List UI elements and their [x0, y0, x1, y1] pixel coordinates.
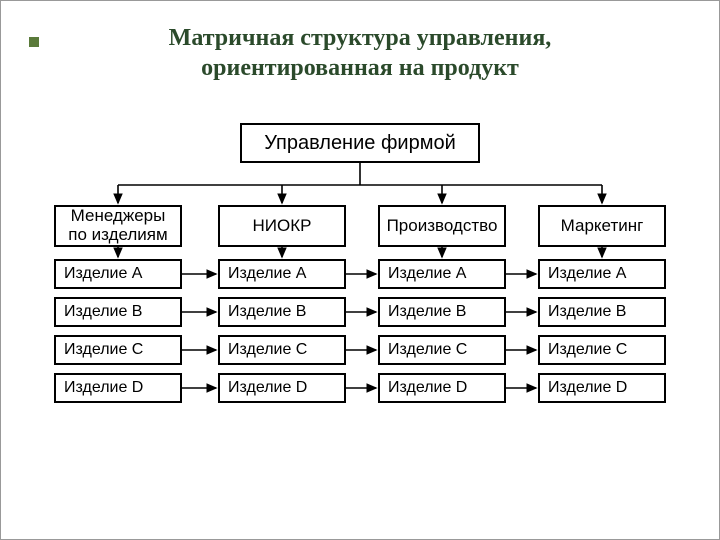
cell-1-3: Изделие B: [538, 297, 666, 327]
dept-box-3: Маркетинг: [538, 205, 666, 247]
cell-0-2: Изделие A: [378, 259, 506, 289]
cell-3-2: Изделие D: [378, 373, 506, 403]
cell-1-2: Изделие B: [378, 297, 506, 327]
cell-0-3: Изделие A: [538, 259, 666, 289]
title-line-1: Матричная структура управления,: [169, 25, 552, 51]
dept-box-2: Производство: [378, 205, 506, 247]
cell-0-1: Изделие A: [218, 259, 346, 289]
cell-2-3: Изделие C: [538, 335, 666, 365]
cell-2-1: Изделие C: [218, 335, 346, 365]
title-line-2: ориентированная на продукт: [201, 55, 519, 81]
cell-3-1: Изделие D: [218, 373, 346, 403]
dept-box-1: НИОКР: [218, 205, 346, 247]
page-title: Матричная структура управления, ориентир…: [1, 1, 719, 83]
cell-3-0: Изделие D: [54, 373, 182, 403]
cell-2-2: Изделие C: [378, 335, 506, 365]
cell-2-0: Изделие C: [54, 335, 182, 365]
title-bullet: [29, 37, 39, 47]
cell-1-0: Изделие B: [54, 297, 182, 327]
dept-box-0: Менеджеры по изделиям: [54, 205, 182, 247]
cell-1-1: Изделие B: [218, 297, 346, 327]
org-diagram: Управление фирмой Менеджеры по изделиям Н…: [40, 123, 680, 493]
cell-0-0: Изделие A: [54, 259, 182, 289]
top-box-management: Управление фирмой: [240, 123, 480, 163]
cell-3-3: Изделие D: [538, 373, 666, 403]
